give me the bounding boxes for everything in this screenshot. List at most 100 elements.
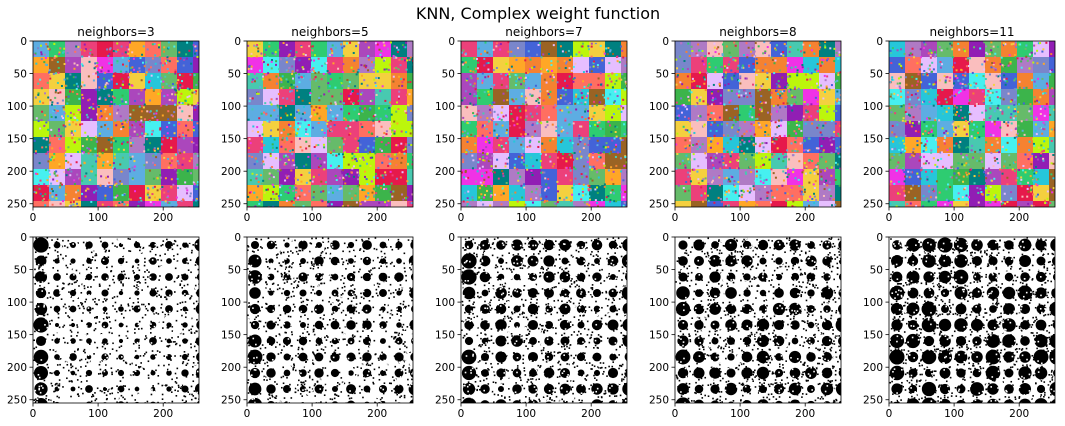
label-speck: [53, 56, 56, 59]
label-speck: [1046, 84, 1049, 87]
label-cell: [1001, 201, 1018, 207]
label-speck: [94, 147, 97, 150]
label-speck: [535, 99, 538, 102]
label-speck: [395, 46, 398, 49]
label-speck: [94, 65, 97, 68]
label-speck: [609, 199, 612, 202]
label-speck: [624, 64, 627, 67]
label-speck: [537, 101, 540, 104]
label-speck: [539, 160, 542, 163]
label-speck: [823, 90, 826, 93]
label-speck: [1010, 43, 1013, 46]
label-speck: [826, 167, 829, 170]
label-speck: [818, 42, 821, 45]
label-speck: [587, 117, 590, 120]
label-speck: [798, 198, 801, 201]
label-speck: [817, 147, 820, 150]
label-cell: [343, 137, 360, 154]
label-cell: [1049, 89, 1055, 106]
label-speck: [581, 194, 584, 197]
label-speck: [733, 119, 736, 122]
label-speck: [192, 44, 195, 47]
label-speck: [500, 111, 503, 114]
label-speck: [374, 172, 377, 175]
label-speck: [490, 185, 493, 188]
label-speck: [1017, 124, 1020, 127]
label-speck: [368, 108, 371, 111]
label-speck: [41, 199, 44, 202]
label-speck: [610, 150, 613, 153]
label-speck: [98, 132, 101, 135]
label-speck: [341, 169, 344, 172]
label-speck: [367, 195, 370, 198]
label-speck: [478, 158, 481, 161]
label-cell: [65, 137, 82, 154]
label-cell: [461, 121, 478, 138]
label-speck: [581, 45, 584, 48]
label-speck: [954, 167, 957, 170]
label-speck: [137, 200, 140, 203]
label-speck: [176, 60, 179, 63]
label-cell: [247, 137, 264, 154]
label-speck: [390, 122, 393, 125]
label-speck: [499, 48, 502, 51]
label-speck: [550, 60, 553, 63]
label-speck: [380, 174, 383, 177]
label-speck: [1020, 178, 1023, 181]
label-speck: [575, 108, 578, 111]
label-speck: [549, 90, 552, 93]
label-speck: [55, 77, 58, 80]
label-speck: [471, 196, 474, 199]
label-speck: [595, 104, 598, 107]
label-speck: [836, 100, 839, 103]
label-speck: [803, 188, 806, 191]
label-speck: [352, 119, 355, 122]
label-speck: [74, 130, 77, 133]
label-speck: [718, 184, 721, 187]
label-speck: [1032, 169, 1035, 172]
label-cell: [279, 201, 296, 207]
label-speck: [269, 155, 272, 158]
label-speck: [746, 190, 749, 193]
label-speck: [132, 57, 135, 60]
label-speck: [838, 53, 841, 56]
label-speck: [619, 45, 622, 48]
label-speck: [44, 63, 47, 66]
label-speck: [596, 186, 599, 189]
label-cell: [985, 201, 1002, 207]
label-speck: [194, 45, 197, 48]
label-speck: [287, 191, 290, 194]
label-speck: [516, 118, 519, 121]
label-speck: [712, 83, 715, 86]
label-speck: [748, 92, 751, 95]
label-speck: [724, 205, 727, 207]
label-speck: [113, 156, 116, 159]
label-speck: [803, 51, 806, 54]
label-speck: [682, 104, 685, 107]
label-speck: [542, 99, 545, 102]
label-speck: [735, 92, 738, 95]
label-speck: [509, 110, 512, 113]
label-speck: [836, 97, 839, 100]
label-speck: [611, 116, 614, 119]
label-speck: [50, 115, 53, 118]
label-speck: [938, 191, 941, 194]
label-speck: [808, 61, 811, 64]
label-speck: [331, 191, 334, 194]
label-speck: [462, 161, 465, 164]
label-speck: [1035, 84, 1038, 87]
label-speck: [603, 52, 606, 55]
label-cell: [937, 89, 954, 106]
label-speck: [376, 177, 379, 180]
label-speck: [481, 184, 484, 187]
label-speck: [790, 186, 793, 189]
label-speck: [963, 188, 966, 191]
label-speck: [492, 48, 495, 51]
label-speck: [891, 131, 894, 134]
label-speck: [125, 70, 128, 73]
label-speck: [148, 81, 151, 84]
label-speck: [919, 156, 922, 159]
label-speck: [397, 75, 400, 78]
label-cell: [359, 137, 376, 154]
label-cell: [391, 121, 408, 138]
